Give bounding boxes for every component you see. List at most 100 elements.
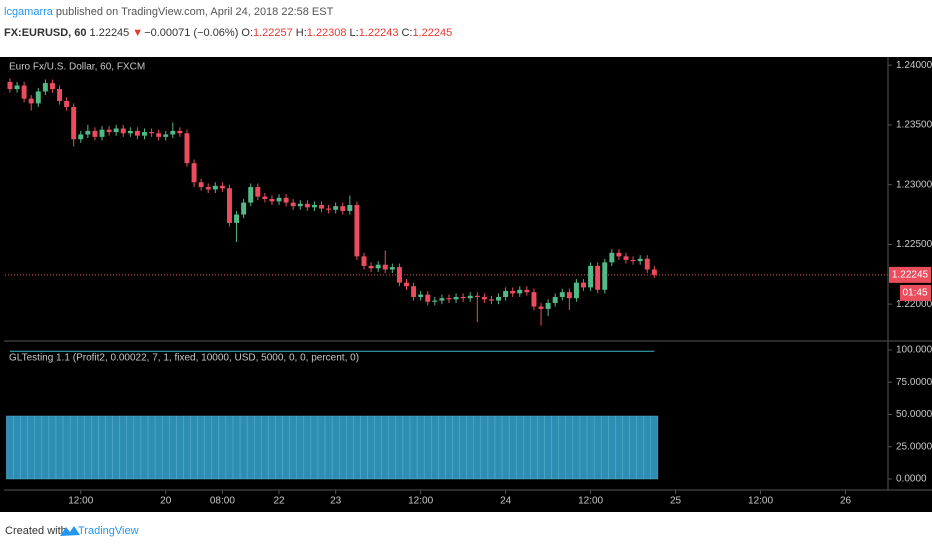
y-tick-label: 75.0000 [896, 377, 932, 388]
y-tick-label: 1.24000 [896, 60, 932, 71]
indicator-bar [579, 415, 588, 480]
y-tick-label: 50.0000 [896, 409, 932, 420]
candle-body [134, 130, 140, 136]
indicator-bar [593, 415, 602, 480]
candle-body [361, 256, 367, 266]
candle-body [42, 83, 48, 92]
candle-body [411, 286, 417, 297]
candle-body [340, 206, 346, 211]
indicator-bar [452, 415, 460, 480]
candle-body [404, 282, 409, 287]
indicator-bar [615, 415, 623, 480]
candle-body [368, 265, 374, 269]
indicator-bar [112, 415, 120, 480]
indicator-bar [268, 415, 276, 480]
indicator-bar [466, 415, 475, 480]
candle-body [127, 130, 133, 134]
indicator-bar [438, 415, 446, 480]
candle-body [255, 187, 261, 197]
candle-body [488, 299, 494, 301]
footer-brand[interactable]: TradingView [78, 525, 139, 537]
candle-body [49, 83, 55, 90]
candle-body [262, 196, 268, 199]
indicator-bar [225, 415, 234, 480]
indicator-bar [133, 415, 142, 480]
indicator-bar [381, 415, 390, 480]
candle-body [78, 134, 84, 140]
candle-body [581, 282, 586, 288]
last-price-box [889, 266, 931, 283]
ohlc-label: H: [295, 27, 307, 39]
candle-body [234, 214, 240, 223]
candle-body [623, 256, 629, 260]
indicator-bar [176, 415, 184, 480]
indicator-bar [629, 415, 637, 480]
candle-body [474, 295, 480, 297]
candle-body [552, 296, 558, 303]
indicator-bar [27, 415, 35, 480]
candle-body [453, 296, 459, 300]
candle-body [651, 269, 657, 275]
candle-body [375, 264, 381, 269]
indicator-bar [310, 415, 319, 480]
indicator-bar [473, 415, 482, 480]
indicator-bar [169, 415, 177, 480]
indicator-bar [487, 415, 496, 480]
user[interactable]: lcgamarra [4, 6, 53, 18]
candle-body [311, 204, 317, 208]
countdown-box [900, 284, 931, 301]
candle-body [531, 292, 537, 307]
indicator-bar [636, 415, 644, 480]
candle-body [396, 267, 402, 283]
indicator-bar [105, 415, 113, 480]
indicator-bar [558, 415, 567, 480]
chart-title: Euro Fx/U.S. Dollar, 60, FXCM [9, 62, 145, 73]
indicator-bar [76, 415, 85, 480]
y-tick-label: 1.22000 [896, 299, 932, 310]
indicator-bar [48, 415, 57, 480]
candle-body [99, 129, 105, 137]
indicator-bar [282, 415, 290, 480]
candle-body [481, 296, 487, 300]
candle-body [71, 106, 77, 140]
candle-body [595, 265, 601, 290]
indicator-bar [572, 415, 581, 480]
indicator-bar [154, 415, 163, 480]
candle-body [304, 203, 310, 208]
candle-body [347, 204, 353, 211]
ohlc-value: 1.22308 [306, 27, 347, 39]
indicator-bar [55, 415, 64, 480]
candle-body [637, 258, 643, 262]
indicator-bar [395, 415, 404, 480]
indicator-bar [331, 415, 340, 480]
indicator-bar [360, 415, 368, 480]
indicator-bar [338, 415, 347, 480]
indicator-bar [494, 415, 503, 480]
y-tick-label: 100.0000 [896, 345, 932, 356]
indicator-bar [501, 415, 510, 480]
candle-body [432, 300, 438, 302]
candle-body [85, 130, 91, 135]
symbol: FX:EURUSD, 60 [4, 27, 87, 39]
indicator-bar [6, 415, 14, 480]
indicator-bar [289, 415, 297, 480]
candle-body [177, 130, 183, 134]
x-tick-label: 12:00 [748, 496, 773, 507]
indicator-bar [197, 415, 205, 480]
indicator-bar [409, 415, 418, 480]
ohlc-label: C: [401, 27, 413, 39]
candle-body [149, 132, 155, 134]
indicator-bar [530, 415, 538, 480]
footer-text: Created with [5, 525, 67, 537]
indicator-bar [20, 415, 28, 480]
candle-body [538, 306, 544, 309]
candle-body [630, 259, 636, 262]
x-tick-label: 23 [330, 496, 342, 507]
ohlc-value: 1.22245 [412, 27, 453, 39]
indicator-bar [161, 415, 170, 480]
candle-body [588, 265, 594, 288]
candle-body [566, 292, 572, 299]
candle-body [354, 204, 360, 257]
indicator-bar [537, 415, 545, 480]
